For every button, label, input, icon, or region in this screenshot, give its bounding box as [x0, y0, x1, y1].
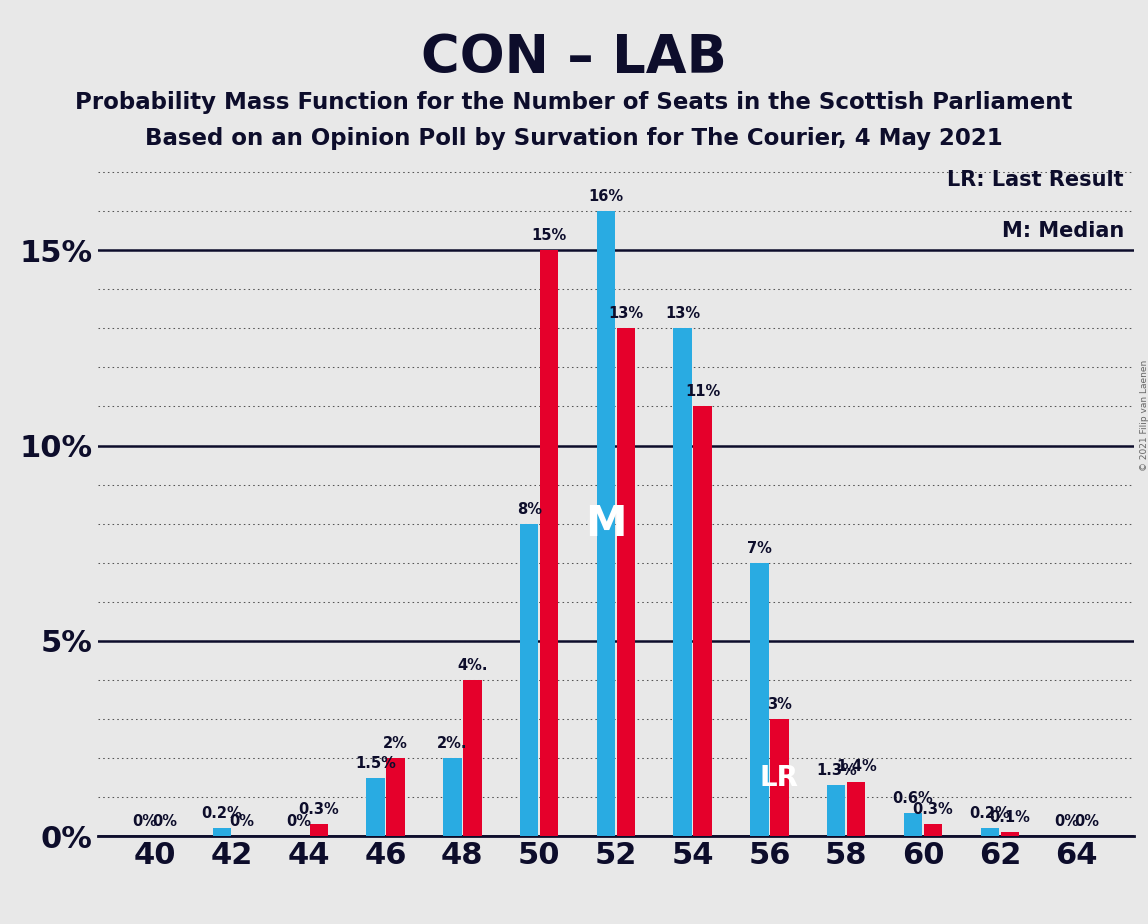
Bar — [597, 211, 615, 836]
Bar — [520, 524, 538, 836]
Bar — [693, 407, 712, 836]
Text: 7%: 7% — [747, 541, 771, 555]
Text: 0%: 0% — [133, 814, 157, 829]
Bar — [924, 824, 943, 836]
Text: LR: LR — [760, 763, 799, 792]
Text: 0.6%: 0.6% — [893, 791, 933, 806]
Bar — [751, 563, 769, 836]
Text: 8%: 8% — [517, 502, 542, 517]
Bar — [903, 813, 922, 836]
Text: 11%: 11% — [685, 384, 720, 399]
Text: Based on an Opinion Poll by Survation for The Courier, 4 May 2021: Based on an Opinion Poll by Survation fo… — [145, 127, 1003, 150]
Text: 4%.: 4%. — [457, 658, 488, 673]
Text: 0.1%: 0.1% — [990, 810, 1030, 825]
Bar — [540, 250, 558, 836]
Bar — [674, 328, 692, 836]
Text: 0.2%: 0.2% — [202, 807, 242, 821]
Bar — [310, 824, 328, 836]
Text: 0%: 0% — [1054, 814, 1079, 829]
Text: M: Median: M: Median — [1001, 221, 1124, 241]
Text: 3%: 3% — [767, 697, 792, 712]
Bar — [616, 328, 635, 836]
Text: 15%: 15% — [532, 228, 567, 243]
Text: 1.4%: 1.4% — [836, 760, 877, 774]
Text: CON – LAB: CON – LAB — [421, 32, 727, 84]
Text: 1.5%: 1.5% — [355, 756, 396, 771]
Text: LR: Last Result: LR: Last Result — [947, 170, 1124, 189]
Bar — [212, 829, 231, 836]
Bar — [366, 778, 385, 836]
Text: 2%: 2% — [383, 736, 408, 751]
Text: Probability Mass Function for the Number of Seats in the Scottish Parliament: Probability Mass Function for the Number… — [76, 91, 1072, 114]
Bar — [827, 785, 845, 836]
Text: 0%: 0% — [230, 814, 255, 829]
Bar — [847, 782, 866, 836]
Text: 13%: 13% — [665, 306, 700, 322]
Text: © 2021 Filip van Laenen: © 2021 Filip van Laenen — [1140, 360, 1148, 471]
Bar — [387, 758, 405, 836]
Bar — [770, 719, 789, 836]
Bar — [443, 758, 461, 836]
Text: 0%: 0% — [153, 814, 178, 829]
Text: 1.3%: 1.3% — [816, 763, 856, 778]
Text: 2%.: 2%. — [437, 736, 467, 751]
Text: 0.2%: 0.2% — [970, 807, 1010, 821]
Text: 0.3%: 0.3% — [298, 802, 339, 818]
Text: 0%: 0% — [286, 814, 311, 829]
Bar — [980, 829, 999, 836]
Text: 0.3%: 0.3% — [913, 802, 953, 818]
Text: 16%: 16% — [589, 189, 623, 204]
Text: M: M — [585, 503, 627, 544]
Text: 0%: 0% — [1075, 814, 1099, 829]
Text: 13%: 13% — [608, 306, 643, 322]
Bar — [463, 680, 481, 836]
Bar — [1001, 833, 1019, 836]
